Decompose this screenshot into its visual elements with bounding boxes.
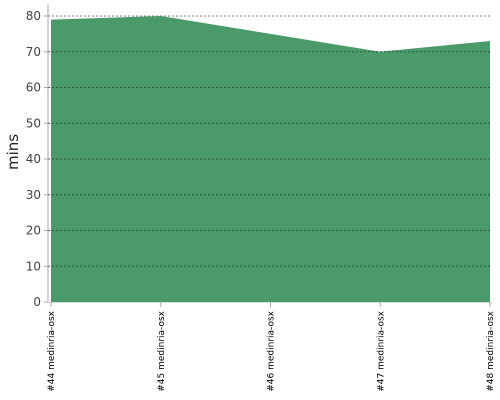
x-tick-label: #48 medinria-osx (486, 310, 496, 391)
x-tick-label: #47 medinria-osx (376, 310, 386, 391)
y-tick-label: 0 (33, 295, 41, 309)
y-tick-label: 30 (26, 188, 41, 202)
axis-layer: 0 10 20 30 40 50 60 70 80 #44 medinria-osx #45 med… (26, 4, 496, 392)
y-tick-label: 10 (26, 259, 41, 273)
area-layer (48, 16, 492, 302)
y-tick-label: 20 (26, 224, 41, 238)
y-tick-label: 60 (26, 81, 41, 95)
y-tick-label: 40 (26, 152, 41, 166)
y-axis-label: mins (4, 134, 22, 170)
x-tick-label: #45 medinria-osx (157, 310, 167, 391)
y-tick-label: 50 (26, 116, 41, 130)
x-tick-label: #44 medinria-osx (47, 310, 57, 391)
x-tick-label: #46 medinria-osx (267, 310, 277, 391)
y-tick-label: 80 (26, 9, 41, 23)
y-tick-label: 70 (26, 45, 41, 59)
